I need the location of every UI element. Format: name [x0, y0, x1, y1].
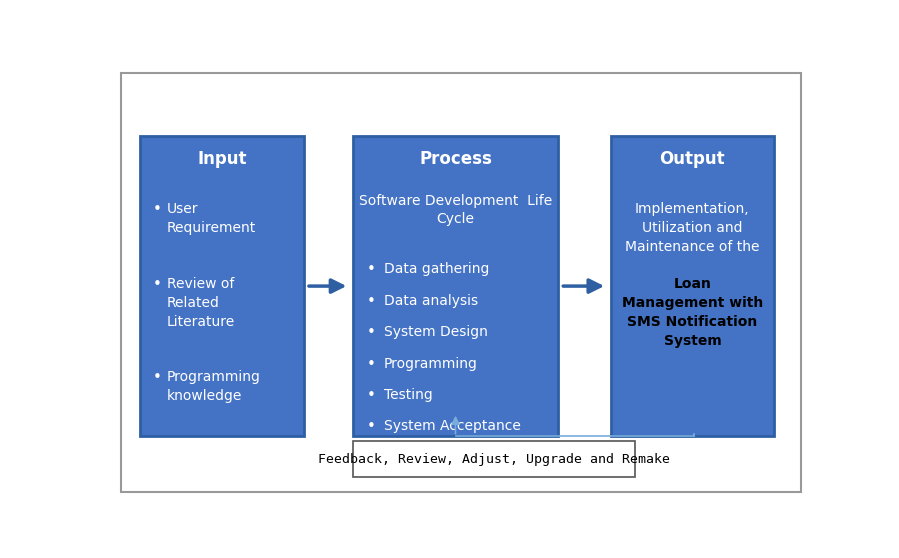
- Text: Software Development  Life
Cycle: Software Development Life Cycle: [359, 194, 552, 226]
- FancyBboxPatch shape: [610, 136, 774, 436]
- Text: Implementation,
Utilization and
Maintenance of the: Implementation, Utilization and Maintena…: [625, 203, 760, 254]
- Text: User
Requirement: User Requirement: [166, 203, 256, 235]
- Text: •: •: [367, 419, 376, 434]
- Text: Input: Input: [198, 150, 247, 169]
- Text: •: •: [367, 388, 376, 403]
- Text: Loan
Management with
SMS Notification
System: Loan Management with SMS Notification Sy…: [622, 277, 763, 348]
- Text: Testing: Testing: [384, 388, 432, 402]
- Text: •: •: [367, 262, 376, 277]
- Text: Output: Output: [660, 150, 725, 169]
- Text: Process: Process: [419, 150, 492, 169]
- Text: System Acceptance: System Acceptance: [384, 419, 521, 433]
- FancyBboxPatch shape: [140, 136, 304, 436]
- Text: •: •: [367, 325, 376, 340]
- Text: •: •: [153, 277, 162, 292]
- Text: Review of
Related
Literature: Review of Related Literature: [166, 277, 235, 329]
- Text: Data analysis: Data analysis: [384, 294, 478, 308]
- Text: •: •: [153, 203, 162, 217]
- FancyBboxPatch shape: [120, 74, 801, 492]
- Text: •: •: [367, 357, 376, 372]
- FancyBboxPatch shape: [352, 136, 558, 436]
- Text: •: •: [367, 294, 376, 309]
- Text: Programming
knowledge: Programming knowledge: [166, 370, 261, 403]
- Text: •: •: [153, 370, 162, 385]
- Text: Programming: Programming: [384, 357, 478, 371]
- Text: Data gathering: Data gathering: [384, 262, 489, 276]
- Text: Feedback, Review, Adjust, Upgrade and Remake: Feedback, Review, Adjust, Upgrade and Re…: [318, 453, 670, 465]
- FancyBboxPatch shape: [352, 441, 635, 477]
- Text: System Design: System Design: [384, 325, 488, 339]
